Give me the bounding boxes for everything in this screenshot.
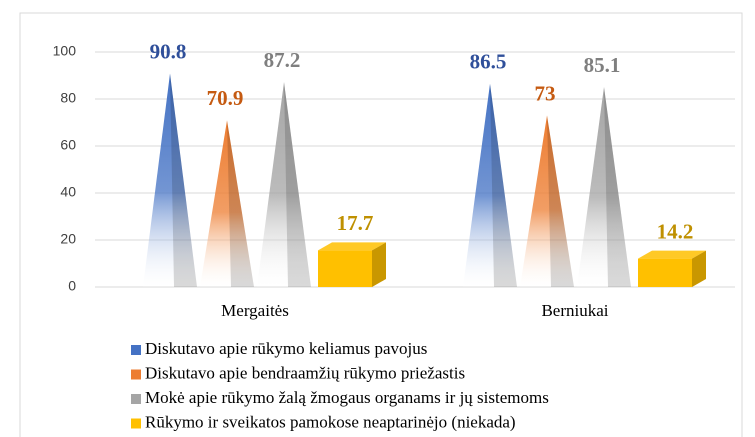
y-tick-label: 40 <box>60 184 76 200</box>
legend-label: Mokė apie rūkymo žalą žmogaus organams i… <box>145 388 549 407</box>
legend-swatch <box>131 369 141 380</box>
bar-face <box>257 82 311 287</box>
bar-front <box>318 250 372 287</box>
value-label: 85.1 <box>584 53 621 77</box>
y-tick-label: 0 <box>68 278 76 294</box>
bar-top <box>638 250 706 259</box>
y-tick-label: 60 <box>60 137 76 153</box>
bar-shade <box>284 82 311 287</box>
bar <box>638 250 706 287</box>
y-tick-label: 100 <box>53 43 77 59</box>
x-tick-label: Berniukai <box>541 301 608 320</box>
legend-label: Diskutavo apie rūkymo keliamus pavojus <box>145 339 427 358</box>
bar-face <box>520 115 574 287</box>
bar-shade <box>547 115 574 287</box>
legend-label: Diskutavo apie bendraamžių rūkymo prieža… <box>145 363 465 382</box>
bar-face <box>200 120 254 287</box>
bar <box>143 73 197 288</box>
bar <box>318 242 386 287</box>
bar <box>257 82 311 287</box>
y-tick-label: 20 <box>60 231 76 247</box>
bar <box>577 87 631 287</box>
bar-face <box>143 73 197 288</box>
value-label: 90.8 <box>150 39 187 63</box>
bar-face <box>577 87 631 287</box>
bar <box>520 115 574 287</box>
value-label: 87.2 <box>264 48 301 72</box>
value-label: 70.9 <box>207 86 244 110</box>
bar-top <box>318 242 386 251</box>
bar <box>463 83 517 287</box>
legend-swatch <box>131 394 141 404</box>
bar-shade <box>227 120 254 287</box>
bar-shade <box>170 73 197 288</box>
value-label: 73 <box>535 81 556 105</box>
bar-front <box>638 258 692 287</box>
y-tick-label: 80 <box>60 90 76 106</box>
bar <box>200 120 254 287</box>
value-label: 14.2 <box>657 219 694 243</box>
bar-shade <box>604 87 631 287</box>
legend-swatch <box>131 345 141 355</box>
value-label: 17.7 <box>337 211 374 235</box>
legend-label: Rūkymo ir sveikatos pamokose neaptarinėj… <box>145 412 516 431</box>
bar-side <box>372 242 386 287</box>
value-label: 86.5 <box>470 50 507 74</box>
x-tick-label: Mergaitės <box>221 301 289 320</box>
legend-swatch <box>131 418 141 429</box>
bar-side <box>692 250 706 287</box>
bar-face <box>463 83 517 287</box>
bar-shade <box>490 83 517 287</box>
